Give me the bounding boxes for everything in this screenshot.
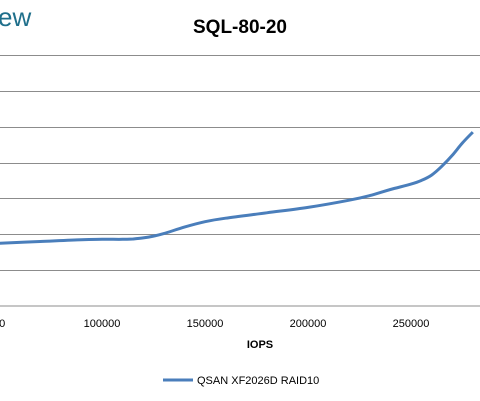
x-tick-labels: 00 100000 150000 200000 250000 xyxy=(0,318,429,330)
x-tick-label-200000: 200000 xyxy=(290,318,327,330)
gridlines xyxy=(0,55,480,271)
chart-title: SQL-80-20 xyxy=(193,17,287,38)
legend: QSAN XF2026D RAID10 xyxy=(163,375,319,387)
x-tick-label-partial: 00 xyxy=(0,318,5,330)
x-tick-label-150000: 150000 xyxy=(187,318,224,330)
x-axis-title: IOPS xyxy=(247,339,273,351)
series-line-0 xyxy=(0,131,474,245)
legend-label: QSAN XF2026D RAID10 xyxy=(197,375,319,387)
x-tick-label-100000: 100000 xyxy=(84,318,121,330)
x-tick-label-250000: 250000 xyxy=(393,318,430,330)
series-layer xyxy=(0,131,474,245)
logo-text: ew xyxy=(0,2,31,32)
